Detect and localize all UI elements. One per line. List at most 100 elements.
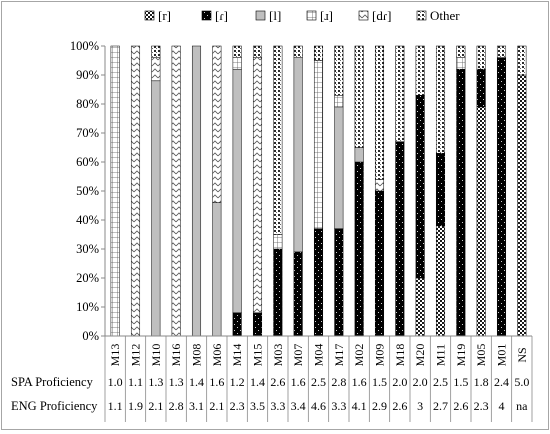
bar-M20-5 [415,45,425,96]
bar-M05-1 [476,68,486,108]
row-0-value-M09: 1.5 [372,375,387,389]
legend-swatch-4 [358,10,369,21]
row-1-value-M07: 3.4 [291,399,306,413]
stacked-bar-chart: [r] [ɾ] [l] [ɹ] [dɾ] Other 0% 10% 20% 30% 40% 50% 6… [11,8,533,422]
legend-swatch-1 [201,10,212,21]
row-0-value-M15: 1.4 [250,375,265,389]
legend-label-2: [l] [269,8,281,23]
row-0-value-M14: 1.2 [230,375,245,389]
x-tick-label-M06: M06 [210,344,224,367]
x-tick-label-M13: M13 [108,344,122,367]
y-tick-label-8: 80% [76,97,99,111]
x-tick-label-M07: M07 [291,344,305,367]
x-tick-label-M04: M04 [312,344,326,367]
row-1-value-M02: 4.1 [352,399,367,413]
bar-M20-1 [415,95,425,279]
row-1-value-M10: 2.1 [148,399,163,413]
bar-M20-0 [415,277,425,337]
x-axis: M13 M12 M10 M16 M08 M06 M14 M15 M03 M07 M04 M17 M02 M… [104,335,533,422]
row-1-value-M19: 2.6 [453,399,468,413]
bar-M10-5 [151,45,161,58]
bar-M04-5 [313,45,324,61]
bar-M15-1 [252,312,263,337]
y-tick-label-5: 50% [76,184,99,198]
bar-M17-3 [334,95,344,108]
bar-M09-1 [374,190,385,337]
bar-M11-1 [435,153,446,227]
bar-M14-2 [232,68,242,314]
y-tick-label-10: 100% [70,39,99,53]
bar-M01-5 [496,45,507,58]
x-tick-label-M02: M02 [352,344,366,367]
x-tick-label-M18: M18 [393,344,407,367]
legend-label-0: [r] [158,8,171,23]
bar-M10-4 [151,57,161,82]
bar-M03-1 [273,248,283,337]
row-0-value-M08: 1.4 [189,375,204,389]
row-0-value-M13: 1.0 [108,375,123,389]
bar-M15-5 [252,45,263,58]
legend-label-3: [ɹ] [320,8,333,23]
bar-M09-5 [374,45,385,180]
row-0-value-M17: 2.8 [331,375,346,389]
x-tick-label-M09: M09 [373,344,387,367]
bar-M08-2 [191,45,202,337]
row-1-value-M08: 3.1 [189,399,204,413]
row-1-value-M14: 2.3 [230,399,245,413]
x-tick-label-M17: M17 [332,344,346,367]
bar-M07-5 [293,45,303,58]
y-tick-label-7: 70% [76,126,99,140]
bar-M10-2 [151,80,161,337]
y-tick-label-2: 20% [76,271,99,285]
row-1-value-M16: 2.8 [169,399,184,413]
row-1-value-M01: 4 [499,399,505,413]
row-1-value-M12: 1.9 [128,399,143,413]
legend-swatch-0 [144,10,155,21]
row-0-value-M16: 1.3 [169,375,184,389]
x-tick-label-M19: M19 [454,344,468,367]
y-tick-label-9: 90% [76,68,99,82]
row-1-value-M15: 3.5 [250,399,265,413]
y-tick-label-0: 0% [82,329,99,343]
bar-M18-1 [395,141,405,337]
y-tick-label-4: 40% [76,213,99,227]
row-1-value-NS: na [516,399,528,413]
bar-M07-2 [293,57,303,253]
y-tick-label-1: 10% [76,300,99,314]
x-tick-label-M14: M14 [230,344,244,367]
x-tick-label-M16: M16 [169,344,183,367]
row-0-value-M07: 1.6 [291,375,306,389]
row-1-value-M18: 2.6 [392,399,407,413]
bar-M04-1 [313,228,324,337]
row-1-value-M11: 2.7 [433,399,448,413]
bar-M13-3 [110,45,120,337]
legend-swatch-2 [255,10,266,21]
x-tick-label-M12: M12 [129,344,143,367]
bar-M03-5 [273,45,283,235]
row-0-value-M18: 2.0 [392,375,407,389]
bars [110,45,527,337]
row-1-value-M04: 4.6 [311,399,326,413]
x-tick-label-M15: M15 [251,344,265,367]
bar-M02-1 [354,161,364,337]
bar-M17-5 [334,45,344,96]
bar-M07-1 [293,251,303,337]
bar-NS-5 [517,45,527,76]
row-0-value-M02: 1.6 [352,375,367,389]
row-0-value-M05: 1.8 [474,375,489,389]
row-0-value-NS: 5.0 [514,375,529,389]
row-0-value-M20: 2.0 [413,375,428,389]
row-0-value-M12: 1.1 [128,375,143,389]
bar-M01-1 [496,57,507,337]
bar-M11-5 [435,45,446,154]
bar-M19-1 [456,68,466,337]
legend-swatch-5 [416,10,427,21]
bar-M05-5 [476,45,486,70]
legend-label-5: Other [430,8,460,23]
row-0-value-M19: 1.5 [453,375,468,389]
bar-M11-0 [435,225,446,337]
bar-M14-5 [232,45,242,58]
bar-M03-3 [273,234,283,250]
x-tick-label-M03: M03 [271,344,285,367]
legend-label-1: [ɾ] [215,8,228,23]
